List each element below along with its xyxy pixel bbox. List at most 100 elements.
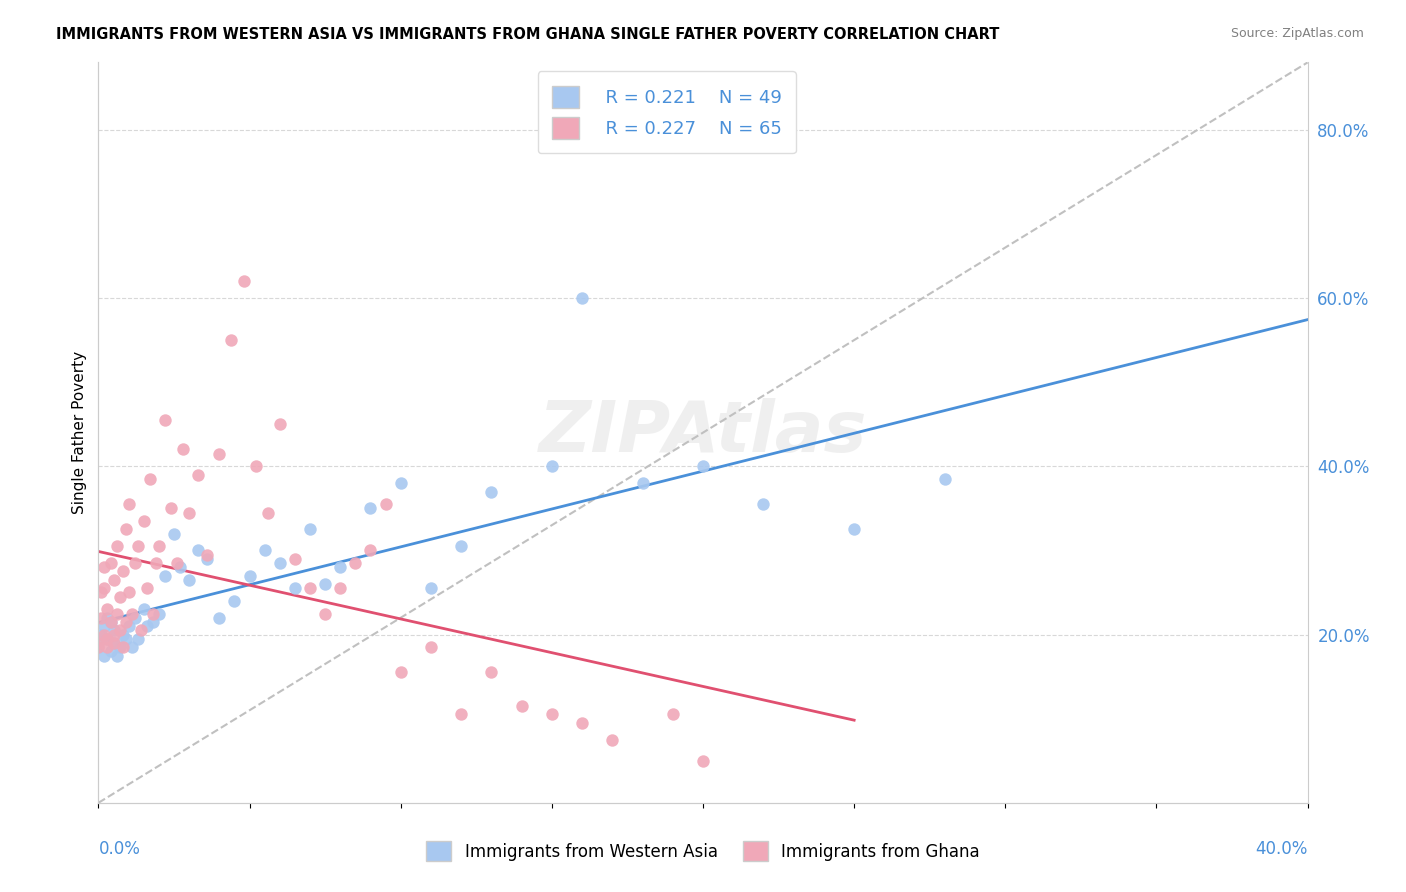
Point — [329, 560, 352, 574]
Point — [195, 548, 218, 562]
Point — [187, 467, 209, 482]
Point — [121, 640, 143, 655]
Point — [90, 627, 112, 641]
Point — [135, 619, 157, 633]
Point — [87, 640, 110, 655]
Point — [103, 636, 125, 650]
Point — [121, 607, 143, 621]
Point — [108, 590, 131, 604]
Point — [232, 274, 254, 288]
Point — [111, 565, 134, 579]
Point — [96, 640, 118, 655]
Point — [118, 585, 141, 599]
Point — [844, 522, 866, 536]
Point — [100, 644, 122, 658]
Point — [127, 632, 149, 646]
Point — [195, 551, 218, 566]
Point — [172, 442, 194, 457]
Point — [208, 447, 231, 461]
Point — [93, 627, 115, 641]
Point — [129, 624, 152, 638]
Point — [96, 632, 118, 646]
Point — [420, 581, 443, 595]
Point — [661, 707, 683, 722]
Text: ZIPAtlas: ZIPAtlas — [538, 398, 868, 467]
Point — [166, 556, 188, 570]
Point — [114, 522, 136, 536]
Point — [148, 607, 170, 621]
Point — [389, 476, 412, 491]
Point — [374, 497, 396, 511]
Point — [692, 754, 714, 768]
Point — [132, 514, 155, 528]
Point — [299, 581, 322, 595]
Point — [299, 522, 322, 536]
Point — [329, 581, 352, 595]
Point — [111, 640, 134, 655]
Text: 0.0%: 0.0% — [98, 840, 141, 858]
Point — [142, 607, 165, 621]
Point — [481, 484, 503, 499]
Point — [571, 715, 593, 730]
Point — [752, 497, 775, 511]
Y-axis label: Single Father Poverty: Single Father Poverty — [72, 351, 87, 514]
Point — [96, 610, 118, 624]
Point — [450, 539, 472, 553]
Point — [114, 615, 136, 629]
Point — [540, 459, 562, 474]
Point — [100, 615, 122, 629]
Point — [389, 665, 412, 680]
Point — [103, 627, 125, 641]
Point — [90, 610, 112, 624]
Point — [105, 607, 128, 621]
Point — [111, 627, 134, 641]
Point — [148, 539, 170, 553]
Point — [124, 610, 146, 624]
Point — [96, 602, 118, 616]
Point — [100, 556, 122, 570]
Point — [208, 610, 231, 624]
Point — [93, 619, 115, 633]
Point — [135, 581, 157, 595]
Point — [571, 291, 593, 305]
Point — [153, 413, 176, 427]
Point — [934, 472, 956, 486]
Point — [160, 501, 183, 516]
Legend:   R = 0.221    N = 49,   R = 0.227    N = 65: R = 0.221 N = 49, R = 0.227 N = 65 — [537, 71, 796, 153]
Point — [631, 476, 654, 491]
Point — [87, 636, 110, 650]
Point — [108, 624, 131, 638]
Point — [145, 556, 167, 570]
Point — [96, 632, 118, 646]
Point — [118, 497, 141, 511]
Point — [179, 573, 201, 587]
Point — [284, 551, 307, 566]
Point — [224, 594, 246, 608]
Point — [93, 560, 115, 574]
Point — [269, 417, 291, 432]
Point — [360, 543, 382, 558]
Point — [153, 568, 176, 582]
Point — [284, 581, 307, 595]
Point — [93, 648, 115, 663]
Point — [314, 577, 336, 591]
Point — [221, 333, 243, 347]
Point — [87, 640, 110, 655]
Point — [142, 615, 165, 629]
Legend: Immigrants from Western Asia, Immigrants from Ghana: Immigrants from Western Asia, Immigrants… — [413, 828, 993, 875]
Point — [602, 732, 624, 747]
Point — [139, 472, 162, 486]
Point — [187, 543, 209, 558]
Point — [450, 707, 472, 722]
Point — [127, 539, 149, 553]
Point — [124, 556, 146, 570]
Point — [256, 506, 278, 520]
Point — [90, 585, 112, 599]
Point — [163, 526, 186, 541]
Point — [114, 632, 136, 646]
Point — [360, 501, 382, 516]
Text: IMMIGRANTS FROM WESTERN ASIA VS IMMIGRANTS FROM GHANA SINGLE FATHER POVERTY CORR: IMMIGRANTS FROM WESTERN ASIA VS IMMIGRAN… — [56, 27, 1000, 42]
Point — [103, 573, 125, 587]
Point — [132, 602, 155, 616]
Point — [179, 506, 201, 520]
